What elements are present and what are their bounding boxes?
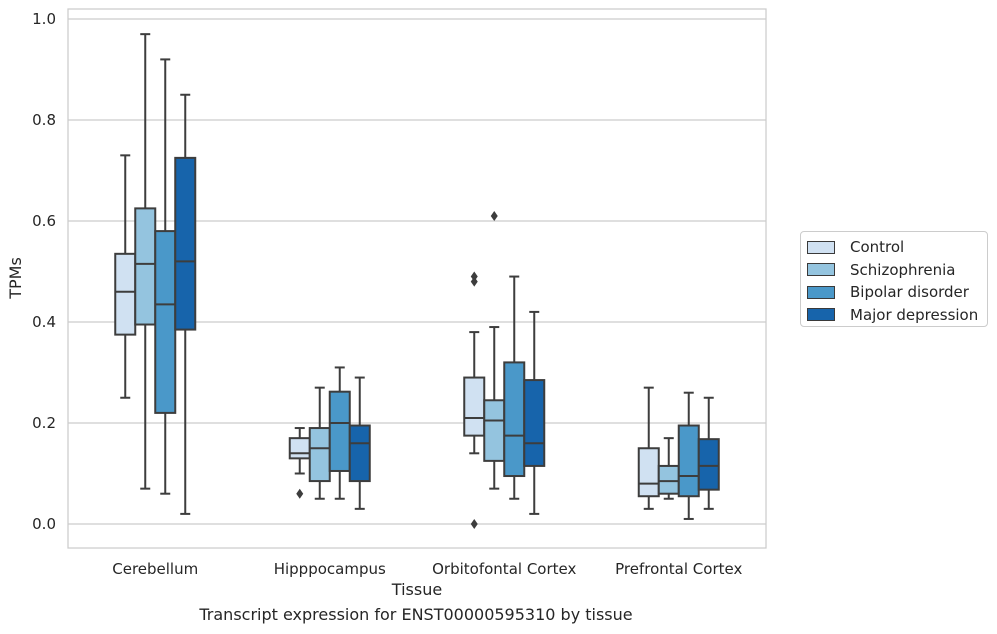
box-iqr [114, 252, 137, 336]
box-iqr [657, 464, 680, 495]
box-1-2 [328, 366, 351, 500]
outlier-point [470, 271, 478, 282]
y-tick-label: 0.0 [32, 515, 56, 533]
legend-label-control: Control [850, 238, 905, 257]
legend-item-control: Control [807, 236, 981, 259]
box-2-2 [503, 275, 526, 500]
x-axis-label: Tissue [391, 580, 442, 599]
box-3-1 [657, 437, 680, 500]
legend-item-schizophrenia: Schizophrenia [807, 259, 981, 282]
legend-swatch-schizophrenia [807, 263, 835, 277]
box-iqr [677, 424, 700, 498]
box-1-3 [348, 376, 371, 510]
outlier-point [470, 519, 478, 529]
box-iqr [134, 207, 157, 326]
legend: Control Schizophrenia Bipolar disorder M… [800, 231, 988, 327]
box-2-3 [523, 310, 546, 515]
x-tick-labels: Cerebellum Hipppocampus Orbitofontal Corte… [112, 560, 742, 578]
box-0-3 [174, 93, 197, 515]
outlier-point [490, 210, 498, 221]
y-tick-label: 0.4 [32, 313, 56, 331]
legend-swatch-major-depression [807, 308, 835, 322]
x-tick-label: Orbitofontal Cortex [432, 560, 576, 578]
box-2-0 [463, 271, 486, 529]
box-2-1 [483, 210, 506, 490]
y-tick-label: 0.2 [32, 414, 56, 432]
box-0-1 [134, 33, 157, 490]
box-iqr [288, 437, 311, 460]
legend-label-schizophrenia: Schizophrenia [850, 260, 956, 279]
box-iqr [697, 438, 720, 491]
box-iqr [154, 230, 177, 414]
box-iqr [503, 361, 526, 478]
y-axis-label: TPMs [6, 257, 25, 300]
legend-swatch-control [807, 240, 835, 254]
box-3-3 [697, 396, 720, 510]
outlier-point [470, 276, 478, 287]
box-iqr [174, 156, 197, 331]
box-1-1 [308, 386, 331, 500]
box-iqr [348, 424, 371, 483]
legend-label-bipolar-disorder: Bipolar disorder [850, 283, 969, 302]
outlier-point [296, 488, 304, 499]
y-tick-label: 1.0 [32, 10, 56, 28]
x-tick-label: Prefrontal Cortex [615, 560, 742, 578]
box-0-2 [154, 58, 177, 495]
legend-item-bipolar-disorder: Bipolar disorder [807, 281, 981, 304]
legend-label-major-depression: Major depression [850, 305, 979, 324]
box-iqr [637, 447, 660, 498]
box-iqr [463, 376, 486, 437]
y-tick-labels: 0.0 0.2 0.4 0.6 0.8 1.0 [32, 10, 56, 533]
legend-item-major-depression: Major depression [807, 304, 981, 327]
plot-area-frame [67, 8, 767, 549]
chart-caption: Transcript expression for ENST0000059531… [199, 605, 633, 624]
legend-swatch-bipolar-disorder [807, 285, 835, 299]
box-3-0 [637, 386, 660, 510]
box-iqr [308, 427, 331, 483]
box-iqr [328, 390, 351, 472]
boxes-layer [114, 33, 720, 529]
box-iqr [483, 399, 506, 462]
x-tick-label: Hipppocampus [274, 560, 386, 578]
y-tick-label: 0.6 [32, 212, 56, 230]
box-iqr [523, 379, 546, 467]
y-tick-label: 0.8 [32, 111, 56, 129]
box-1-0 [288, 427, 311, 499]
box-0-0 [114, 154, 137, 399]
x-tick-label: Cerebellum [112, 560, 198, 578]
box-3-2 [677, 391, 700, 520]
